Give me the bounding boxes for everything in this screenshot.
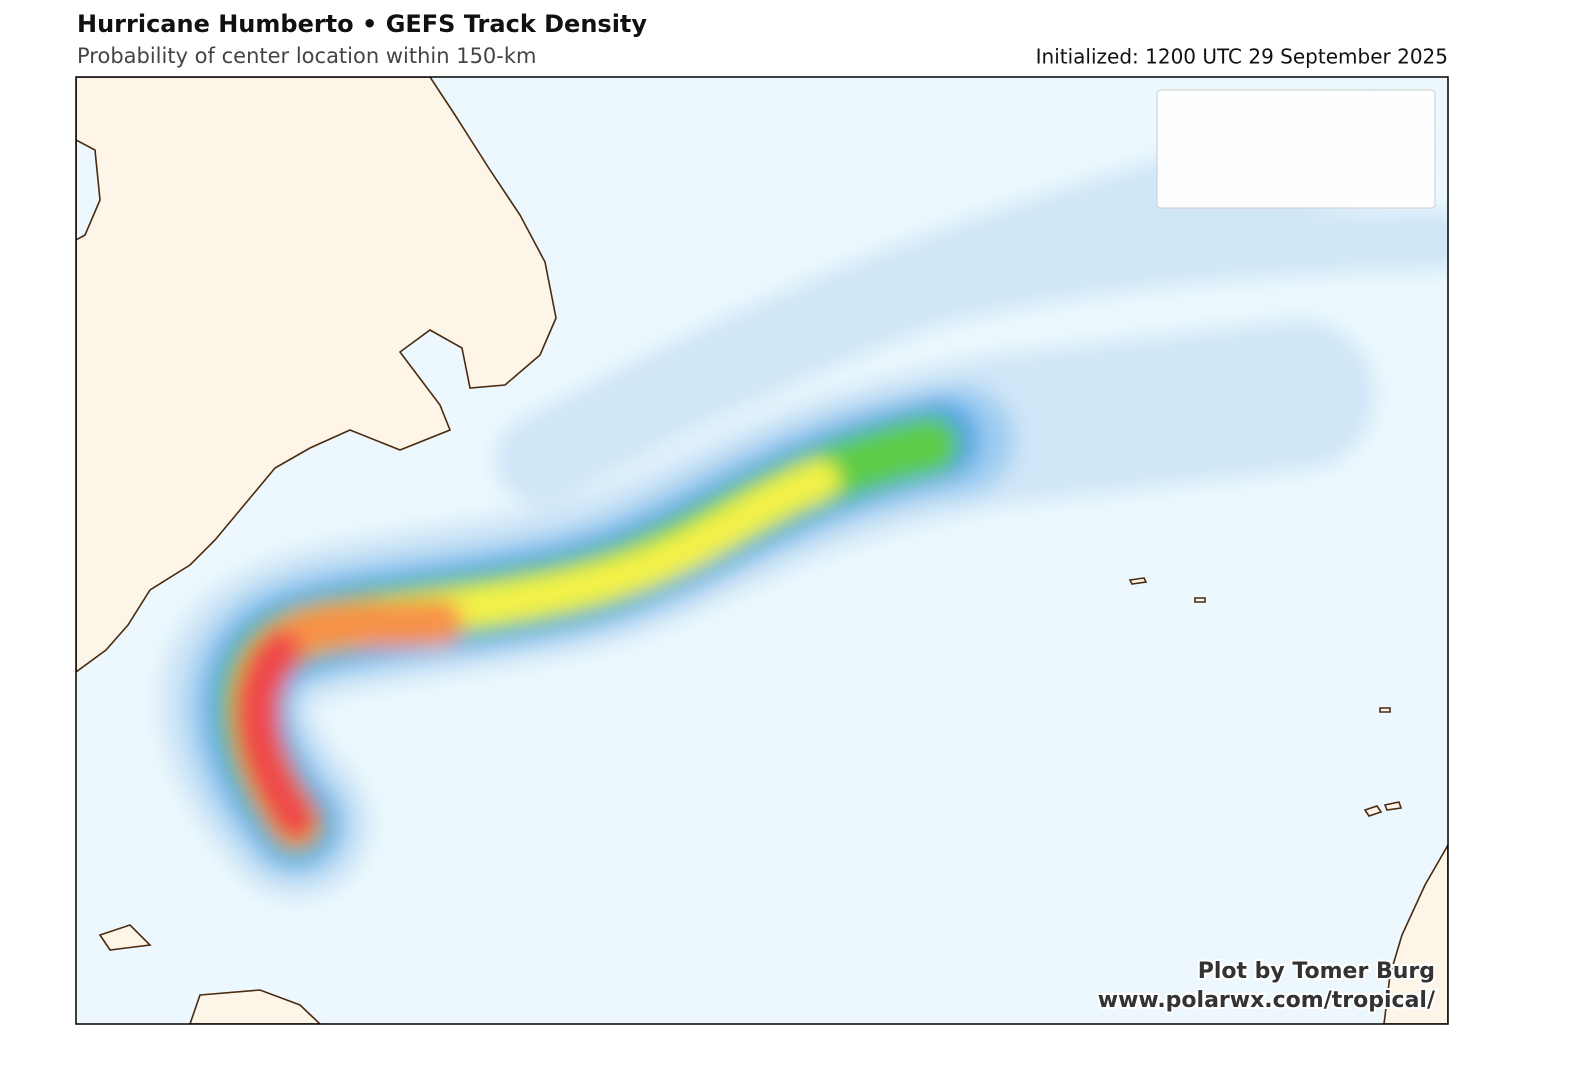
legend: [1156, 89, 1436, 209]
init-time: Initialized: 1200 UTC 29 September 2025: [1036, 45, 1448, 69]
credit: Plot by Tomer Burg: [1198, 959, 1435, 984]
map-area: [76, 77, 1448, 1024]
credit-url: www.polarwx.com/tropical/: [1098, 988, 1436, 1013]
land: [76, 77, 1448, 1024]
legend-box: [1156, 89, 1436, 209]
subtitle: Probability of center location within 15…: [77, 44, 537, 68]
plot-frame: [75, 76, 1449, 1025]
title: Hurricane Humberto • GEFS Track Density: [77, 10, 647, 38]
